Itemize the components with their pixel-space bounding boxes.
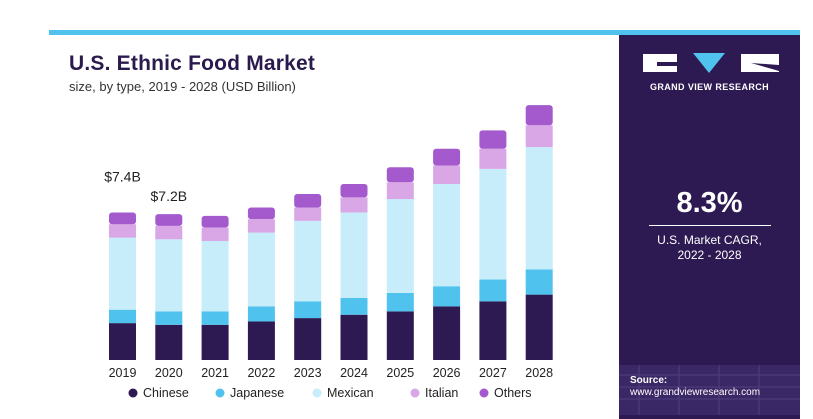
legend-swatch-chinese [128, 388, 138, 398]
chart-title: U.S. Ethnic Food Market [69, 52, 316, 75]
x-tick-label-2024: 2024 [340, 366, 368, 380]
bar-segment-japanese-2028 [525, 269, 553, 295]
bar-segment-italian-2022 [247, 219, 275, 233]
brand-panel: GRAND VIEW RESEARCH 8.3% U.S. Market CAG… [619, 35, 800, 419]
bar-segment-chinese-2027 [479, 301, 507, 360]
bar-segment-japanese-2027 [479, 279, 507, 302]
bar-segment-mexican-2027 [479, 168, 507, 280]
x-tick-label-2025: 2025 [386, 366, 414, 380]
bar-segment-chinese-2019 [109, 323, 136, 360]
bar-segment-others-2023 [294, 194, 322, 208]
bar-segment-japanese-2022 [247, 306, 275, 322]
bar-segment-italian-2019 [109, 224, 136, 238]
bar-segment-italian-2025 [386, 182, 414, 200]
bar-segment-others-2020 [155, 214, 183, 226]
bar-segment-japanese-2021 [201, 311, 229, 325]
stacked-bar-chart: 2019 2020 2021 2022 2023 2024 2025 2026 2027 2028… [104, 105, 553, 400]
bar-segment-mexican-2028 [525, 147, 553, 270]
x-tick-label-2019: 2019 [109, 366, 137, 380]
x-tick-label-2027: 2027 [479, 366, 507, 380]
bar-segment-japanese-2020 [155, 311, 183, 325]
bar-segment-mexican-2021 [201, 240, 229, 312]
bar-segment-mexican-2023 [294, 220, 322, 302]
legend-label-mexican: Mexican [327, 386, 374, 400]
bar-segment-mexican-2024 [340, 212, 368, 298]
bar-segment-chinese-2026 [433, 306, 461, 360]
bar-segment-mexican-2022 [247, 232, 275, 307]
x-tick-label-2028: 2028 [525, 366, 553, 380]
data-label-2020: $7.2B [151, 188, 188, 204]
bar-segment-japanese-2026 [433, 286, 461, 307]
bar-segment-italian-2023 [294, 207, 322, 221]
chart-panel: U.S. Ethnic Food Market size, by type, 2… [49, 35, 619, 419]
bar-segment-mexican-2025 [386, 199, 414, 293]
cagr-label: U.S. Market CAGR, 2022 - 2028 [639, 233, 780, 263]
legend-label-japanese: Japanese [230, 386, 284, 400]
bar-segment-mexican-2019 [109, 237, 136, 310]
bar-segment-japanese-2025 [386, 292, 414, 312]
bar-segment-others-2026 [433, 148, 461, 166]
bar-segment-chinese-2020 [155, 324, 183, 360]
bar-segment-italian-2021 [201, 227, 229, 241]
bar-segment-italian-2024 [340, 197, 368, 213]
brand-name: GRAND VIEW RESEARCH [649, 82, 770, 92]
legend-swatch-italian [410, 388, 420, 398]
infographic: U.S. Ethnic Food Market size, by type, 2… [49, 30, 800, 419]
bar-segment-others-2025 [386, 167, 414, 183]
bar-segment-italian-2028 [525, 125, 553, 148]
legend-swatch-others [479, 388, 489, 398]
chart-subtitle: size, by type, 2019 - 2028 (USD Billion) [69, 79, 296, 94]
legend-label-italian: Italian [425, 386, 458, 400]
x-tick-label-2026: 2026 [433, 366, 461, 380]
bar-segment-others-2021 [201, 215, 229, 228]
bar-segment-italian-2020 [155, 225, 183, 240]
bar-segment-others-2019 [109, 212, 136, 225]
bar-segment-japanese-2024 [340, 297, 368, 315]
data-label-2019: $7.4B [104, 168, 141, 184]
source-url: www.grandviewresearch.com [630, 387, 761, 398]
x-tick-label-2022: 2022 [247, 366, 275, 380]
bar-segment-others-2027 [479, 130, 507, 149]
gvr-logo-icon [643, 53, 779, 73]
bar-segment-italian-2027 [479, 148, 507, 169]
bar-segment-chinese-2025 [386, 311, 414, 360]
bar-segment-chinese-2024 [340, 314, 368, 360]
bar-segment-others-2022 [247, 207, 275, 220]
cagr-value: 8.3% [676, 187, 743, 219]
bar-segment-japanese-2023 [294, 301, 322, 319]
legend-label-chinese: Chinese [143, 386, 189, 400]
cagr-label-line1: U.S. Market CAGR, [657, 233, 762, 247]
bar-segment-italian-2026 [433, 165, 461, 184]
decorative-skyline [619, 365, 800, 415]
accent-bar [49, 30, 800, 35]
legend-swatch-mexican [312, 388, 322, 398]
source-note: Source: www.grandviewresearch.com [630, 375, 760, 399]
bar-segment-chinese-2023 [294, 318, 322, 360]
bar-segment-others-2028 [525, 105, 553, 126]
source-title: Source: [630, 375, 668, 386]
bar-segment-mexican-2026 [433, 183, 461, 287]
bar-segment-mexican-2020 [155, 239, 183, 312]
x-tick-label-2023: 2023 [294, 366, 322, 380]
legend-swatch-japanese [215, 388, 225, 398]
bar-segment-chinese-2021 [201, 324, 229, 360]
x-tick-label-2021: 2021 [201, 366, 229, 380]
bar-segment-chinese-2022 [247, 321, 275, 360]
bar-segment-japanese-2019 [109, 309, 136, 324]
cagr-divider [649, 225, 771, 226]
bar-segment-chinese-2028 [525, 294, 553, 360]
bar-segment-others-2024 [340, 183, 368, 198]
legend-label-others: Others [494, 386, 532, 400]
cagr-label-line2: 2022 - 2028 [677, 248, 742, 262]
x-tick-label-2020: 2020 [155, 366, 183, 380]
